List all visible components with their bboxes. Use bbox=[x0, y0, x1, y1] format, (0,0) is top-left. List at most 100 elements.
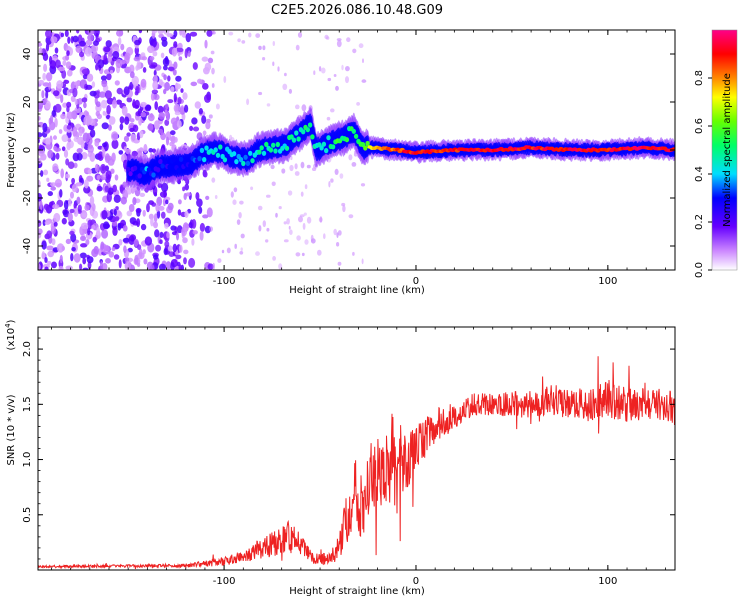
spectrogram-ridge-core bbox=[271, 142, 276, 148]
spectrogram-noise-blob bbox=[145, 104, 152, 111]
spectrogram-noise-blob bbox=[185, 32, 191, 43]
spectrogram-noise-blob bbox=[101, 122, 109, 130]
spectrogram-ridge-core bbox=[248, 150, 253, 156]
spectrogram-noise-blob bbox=[165, 261, 172, 270]
spectrogram-noise-blob bbox=[172, 243, 177, 253]
spectrogram-noise-blob bbox=[221, 249, 225, 254]
spectrogram-noise-blob bbox=[48, 81, 52, 90]
spectrogram-noise-blob bbox=[92, 203, 96, 212]
spectrogram-noise-blob bbox=[164, 56, 169, 65]
spectrogram-noise-blob bbox=[165, 199, 169, 205]
spectrogram-noise-blob bbox=[250, 186, 254, 191]
spectrogram-noise-blob bbox=[134, 99, 140, 109]
spectrogram-ridge-core bbox=[353, 133, 359, 139]
spectrogram-ridge-core bbox=[296, 136, 301, 142]
spectrogram-noise-blob bbox=[51, 238, 56, 246]
spectrogram-noise-blob bbox=[330, 108, 335, 113]
spectrogram-noise-blob bbox=[211, 83, 215, 88]
spectrogram-noise-blob bbox=[255, 251, 260, 256]
spectrogram-noise-blob bbox=[184, 48, 188, 59]
spectrogram-noise-blob bbox=[286, 218, 290, 225]
spectrogram-noise-blob bbox=[46, 177, 50, 182]
spectrogram-noise-blob bbox=[112, 184, 117, 193]
spectrogram-noise-blob bbox=[188, 222, 193, 228]
spectrogram-noise-blob bbox=[132, 197, 137, 206]
spectrogram-ridge-core bbox=[257, 149, 262, 155]
spectrogram-noise-blob bbox=[47, 260, 52, 266]
spectrogram-noise-blob bbox=[196, 198, 203, 207]
spectrogram-noise-blob bbox=[198, 206, 203, 214]
spectrogram-noise-layer bbox=[38, 30, 367, 270]
y-tick-label: -20 bbox=[22, 190, 33, 206]
spectrogram-noise-blob bbox=[133, 56, 141, 62]
spectrogram-noise-blob bbox=[109, 69, 114, 74]
colorbar-tick-label: 0.6 bbox=[694, 118, 705, 134]
spectrogram-noise-blob bbox=[158, 79, 163, 86]
spectrogram-noise-blob bbox=[46, 245, 54, 251]
spectrogram-noise-blob bbox=[53, 145, 57, 151]
spectrogram-noise-blob bbox=[146, 203, 150, 213]
spectrogram-noise-blob bbox=[126, 132, 131, 137]
spectrogram-noise-blob bbox=[326, 36, 330, 40]
spectrogram-noise-blob bbox=[72, 152, 80, 162]
spectrogram-y-label: Frequency (Hz) bbox=[6, 112, 17, 188]
spectrogram-noise-blob bbox=[188, 257, 196, 268]
spectrogram-noise-blob bbox=[167, 75, 171, 82]
spectrogram-noise-blob bbox=[153, 221, 158, 229]
spectrogram-noise-blob bbox=[79, 40, 86, 47]
spectrogram-noise-blob bbox=[91, 224, 96, 230]
x-tick-label: 100 bbox=[598, 276, 617, 287]
spectrogram-noise-blob bbox=[47, 149, 54, 159]
spectrogram-noise-blob bbox=[46, 230, 53, 239]
spectrogram-ridge-core bbox=[204, 145, 209, 151]
spectrogram-noise-blob bbox=[258, 225, 262, 232]
y-tick-label: 1.0 bbox=[22, 452, 33, 468]
spectrogram-noise-blob bbox=[111, 152, 116, 163]
spectrogram-noise-blob bbox=[60, 168, 64, 179]
spectrogram-noise-blob bbox=[157, 128, 164, 134]
spectrogram-noise-blob bbox=[327, 77, 332, 82]
spectrogram-noise-blob bbox=[153, 69, 157, 77]
spectrogram-noise-blob bbox=[68, 198, 72, 207]
spectrogram-noise-blob bbox=[45, 137, 51, 146]
spectrogram-noise-blob bbox=[38, 157, 42, 165]
spectrogram-noise-blob bbox=[258, 45, 262, 51]
spectrogram-noise-blob bbox=[197, 78, 203, 84]
spectrogram-noise-blob bbox=[108, 251, 115, 258]
spectrogram-ridge-core bbox=[146, 167, 152, 173]
spectrogram-noise-blob bbox=[100, 241, 105, 250]
spectrogram-noise-blob bbox=[62, 102, 68, 108]
spectrogram-noise-blob bbox=[157, 30, 164, 35]
spectrogram-noise-blob bbox=[42, 122, 48, 133]
spectrogram-ridge-core bbox=[176, 167, 181, 173]
spectrogram-ridge-core bbox=[215, 152, 221, 158]
spectrogram-noise-blob bbox=[53, 135, 57, 140]
spectrogram-noise-blob bbox=[278, 206, 282, 210]
spectrogram-noise-blob bbox=[321, 67, 326, 74]
spectrogram-ridge-core bbox=[213, 147, 218, 153]
spectrogram-noise-blob bbox=[81, 152, 88, 160]
spectrogram-noise-blob bbox=[177, 47, 184, 53]
spectrogram-noise-blob bbox=[164, 119, 170, 126]
spectrogram-noise-blob bbox=[176, 232, 179, 241]
spectrogram-noise-blob bbox=[155, 244, 162, 252]
spectrogram-noise-blob bbox=[107, 187, 114, 195]
spectrogram-noise-blob bbox=[184, 183, 189, 191]
spectrogram-noise-blob bbox=[262, 45, 266, 51]
spectrogram-noise-blob bbox=[122, 181, 127, 188]
spectrogram-noise-blob bbox=[66, 111, 74, 120]
spectrogram-y-ticks: -40 -20 0 20 40 bbox=[22, 29, 675, 271]
spectrogram-noise-blob bbox=[124, 260, 131, 270]
spectrogram-noise-blob bbox=[333, 228, 338, 236]
spectrogram-noise-blob bbox=[206, 30, 213, 37]
spectrogram-noise-blob bbox=[202, 130, 207, 136]
spectrogram-noise-blob bbox=[83, 185, 91, 194]
spectrogram-noise-blob bbox=[136, 60, 142, 70]
spectrogram-noise-blob bbox=[179, 30, 183, 36]
spectrogram-noise-blob bbox=[246, 98, 250, 106]
spectrogram-noise-blob bbox=[55, 152, 60, 160]
spectrogram-noise-blob bbox=[50, 186, 56, 191]
spectrogram-noise-blob bbox=[131, 75, 139, 86]
spectrogram-noise-blob bbox=[352, 251, 355, 256]
spectrogram-noise-blob bbox=[262, 57, 266, 61]
